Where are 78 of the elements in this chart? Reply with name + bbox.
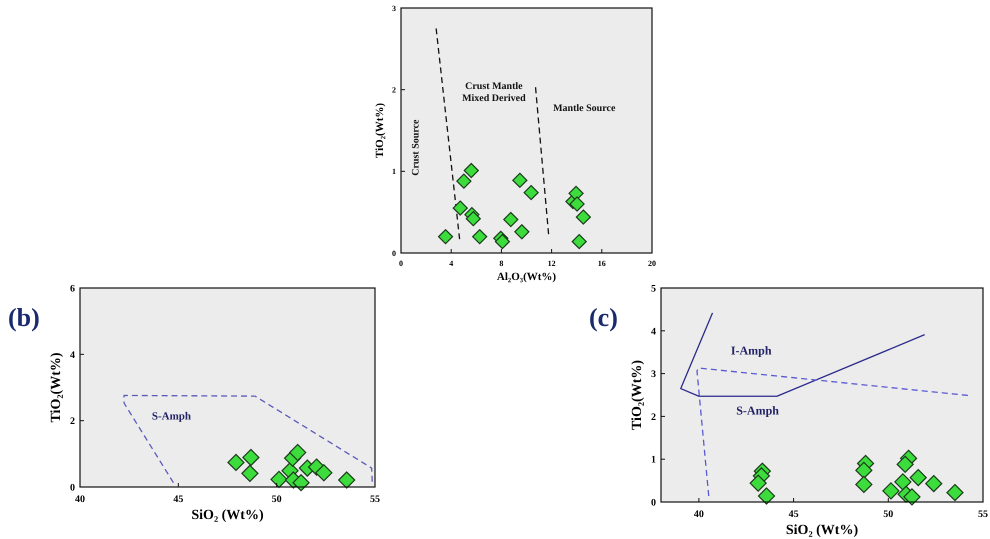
y-tick-label: 0 xyxy=(392,248,396,258)
point xyxy=(576,209,591,225)
point xyxy=(882,482,900,500)
point xyxy=(946,484,964,502)
y-tick-label: 3 xyxy=(651,369,656,380)
point xyxy=(338,471,356,489)
point xyxy=(242,448,260,466)
point xyxy=(315,464,332,482)
x-tick-label: 12 xyxy=(548,259,556,268)
y-tick-label: 2 xyxy=(651,412,656,423)
text: (c) xyxy=(589,303,618,332)
y-axis-title: TiO₂(Wt%) xyxy=(49,352,64,423)
x-tick-label: 45 xyxy=(788,509,799,520)
point xyxy=(466,211,481,226)
annotation: S-Amph xyxy=(152,410,192,422)
point xyxy=(292,474,310,492)
x-tick-label: 55 xyxy=(978,509,988,520)
x-tick-label: 50 xyxy=(272,494,282,505)
y-tick-label: 0 xyxy=(70,482,75,494)
point xyxy=(514,224,530,240)
annotation: I-Amph xyxy=(730,343,772,358)
point xyxy=(512,172,528,188)
point xyxy=(572,234,587,250)
line-series xyxy=(123,394,373,484)
x-tick-label: 45 xyxy=(173,494,184,505)
point xyxy=(925,474,942,492)
y-tick-label: 3 xyxy=(392,4,396,13)
point xyxy=(896,456,914,473)
point xyxy=(452,200,468,216)
point xyxy=(524,184,539,200)
point xyxy=(855,476,872,494)
x-axis-title: SiO₂ (Wt%) xyxy=(191,508,264,523)
line-series xyxy=(696,367,968,497)
annotation: Mantle Source xyxy=(553,102,616,114)
x-tick-label: 50 xyxy=(883,509,894,520)
x-tick-label: 55 xyxy=(370,494,380,505)
point xyxy=(750,474,767,492)
y-tick-label: 1 xyxy=(392,167,396,176)
point xyxy=(910,469,927,486)
line-series xyxy=(680,312,926,397)
point xyxy=(227,454,245,472)
y-tick-label: 6 xyxy=(70,284,75,294)
point xyxy=(472,229,488,244)
y-tick-label: 4 xyxy=(70,350,75,361)
point xyxy=(855,462,872,479)
point xyxy=(894,473,912,490)
y-axis-title: TiO₂(Wt%) xyxy=(374,102,386,158)
point xyxy=(568,186,584,201)
point xyxy=(464,162,479,178)
point xyxy=(289,444,306,462)
x-tick-label: 40 xyxy=(694,509,704,520)
y-axis-title: TiO₂(Wt%) xyxy=(630,360,645,430)
y-tick-label: 2 xyxy=(392,85,396,94)
x-tick-label: 20 xyxy=(648,259,656,268)
x-tick-label: 0 xyxy=(399,259,403,268)
x-axis-title: SiO₂ (Wt%) xyxy=(786,523,858,538)
annotation: S-Amph xyxy=(736,403,780,418)
y-tick-label: 4 xyxy=(651,326,656,338)
y-tick-label: 1 xyxy=(651,454,656,466)
point xyxy=(241,464,259,482)
point xyxy=(503,212,518,228)
x-axis-title: Al₂O₃(Wt%) xyxy=(496,271,556,283)
x-tick-label: 40 xyxy=(75,494,85,505)
point xyxy=(270,470,288,488)
y-tick-label: 2 xyxy=(70,416,75,428)
text: (b) xyxy=(8,303,40,332)
y-tick-label: 5 xyxy=(651,284,656,294)
x-tick-label: 16 xyxy=(598,259,606,268)
point xyxy=(494,234,510,250)
point xyxy=(569,196,585,212)
x-tick-label: 4 xyxy=(449,259,454,268)
x-tick-label: 8 xyxy=(499,259,504,268)
annotation: Crust Mantle Mixed Derived xyxy=(462,80,526,104)
point xyxy=(903,488,921,506)
point xyxy=(758,487,776,505)
point xyxy=(438,229,454,244)
point xyxy=(456,174,472,189)
annotation: Crust Source xyxy=(410,118,422,176)
